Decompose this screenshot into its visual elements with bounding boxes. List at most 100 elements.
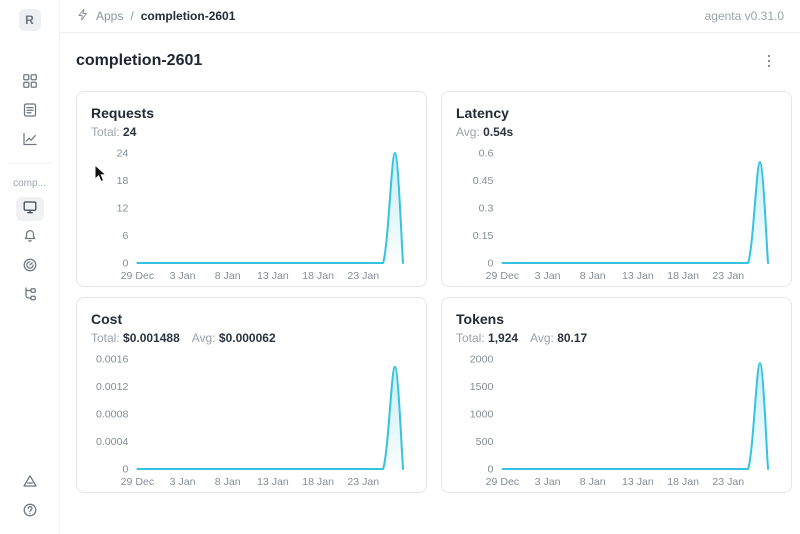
svg-text:0.0016: 0.0016 <box>96 354 129 366</box>
svg-text:18 Jan: 18 Jan <box>302 270 334 282</box>
card-title: Cost <box>91 311 123 327</box>
stat-label: Total: <box>456 331 485 345</box>
cost-card: Cost Total: $0.001488 Avg: $0.000062 0 0.0… <box>76 297 427 493</box>
trend-chart-icon <box>22 131 38 152</box>
sidebar-item-traces[interactable] <box>16 284 44 308</box>
cost-line-chart[interactable]: 0 0.0004 0.0008 0.0012 0.0016 29 Dec 3 Jan 8 Ja… <box>91 349 412 493</box>
breadcrumb-separator: / <box>130 9 134 23</box>
breadcrumb-apps-link[interactable]: Apps <box>96 9 124 23</box>
svg-text:23 Jan: 23 Jan <box>712 476 744 488</box>
card-title: Latency <box>456 105 509 121</box>
svg-text:6: 6 <box>122 230 128 242</box>
svg-text:13 Jan: 13 Jan <box>257 476 289 488</box>
tokens-card: Tokens Total: 1,924 Avg: 80.17 0 500 1000 15… <box>441 297 792 493</box>
monitor-icon <box>22 199 38 220</box>
svg-text:1500: 1500 <box>470 381 494 393</box>
sidebar-app-group <box>15 197 44 308</box>
svg-text:8 Jan: 8 Jan <box>580 476 606 488</box>
svg-text:0: 0 <box>487 464 493 476</box>
top-bar: Apps / completion-2601 agenta v0.31.0 <box>60 0 800 33</box>
sidebar-item-playground[interactable] <box>16 226 44 250</box>
svg-text:18: 18 <box>117 175 129 187</box>
stat-value: 1,924 <box>488 331 519 345</box>
card-stats: Total: 24 <box>91 124 412 141</box>
bell-icon <box>22 228 38 249</box>
svg-text:29 Dec: 29 Dec <box>486 476 520 488</box>
card-title: Requests <box>91 105 155 121</box>
grid-icon <box>22 73 38 94</box>
svg-text:2000: 2000 <box>470 354 494 366</box>
svg-text:13 Jan: 13 Jan <box>622 476 654 488</box>
sidebar-item-overview[interactable] <box>15 197 44 221</box>
latency-line-chart[interactable]: 0 0.15 0.3 0.45 0.6 29 Dec 3 Jan 8 Jan 13 Jan 18 … <box>456 143 777 287</box>
svg-text:0.0008: 0.0008 <box>96 409 129 421</box>
svg-text:0: 0 <box>122 464 128 476</box>
svg-text:12: 12 <box>117 203 129 215</box>
stat-label: Total: <box>91 125 120 139</box>
stat-value: $0.000062 <box>218 331 276 345</box>
sidebar-bottom-group <box>16 471 44 524</box>
sidebar-item-alerts[interactable] <box>16 471 44 495</box>
content-area: completion-2601 Requests Total: 24 0 6 12 1… <box>60 33 800 534</box>
svg-text:0: 0 <box>122 258 128 270</box>
agenta-logo-icon <box>76 8 89 24</box>
svg-text:0.15: 0.15 <box>473 230 494 242</box>
metric-cards-grid: Requests Total: 24 0 6 12 18 24 29 Dec 3 Jan 8 … <box>76 91 792 493</box>
svg-text:0.3: 0.3 <box>479 203 494 215</box>
kebab-menu-icon[interactable] <box>762 51 777 72</box>
svg-text:23 Jan: 23 Jan <box>712 270 744 282</box>
svg-text:18 Jan: 18 Jan <box>667 476 699 488</box>
stat-label: Avg: <box>530 331 554 345</box>
svg-text:24: 24 <box>117 148 129 160</box>
card-title: Tokens <box>456 311 504 327</box>
svg-text:3 Jan: 3 Jan <box>170 476 196 488</box>
svg-text:23 Jan: 23 Jan <box>347 476 379 488</box>
card-stats: Total: 1,924 Avg: 80.17 <box>456 330 777 347</box>
stat-value: 0.54s <box>483 125 514 139</box>
tree-icon <box>22 286 38 307</box>
sidebar-item-apps[interactable] <box>16 71 44 95</box>
svg-text:0.0004: 0.0004 <box>96 436 129 448</box>
breadcrumb: Apps / completion-2601 <box>76 8 235 24</box>
page-title: completion-2601 <box>76 52 203 69</box>
triangle-icon <box>22 473 38 494</box>
card-stats: Avg: 0.54s <box>456 124 777 141</box>
svg-text:18 Jan: 18 Jan <box>667 270 699 282</box>
svg-text:18 Jan: 18 Jan <box>302 476 334 488</box>
stat-value: 24 <box>123 125 137 139</box>
main-column: Apps / completion-2601 agenta v0.31.0 co… <box>60 0 800 534</box>
sidebar-item-observability[interactable] <box>16 255 44 279</box>
requests-card: Requests Total: 24 0 6 12 18 24 29 Dec 3 Jan 8 … <box>76 91 427 287</box>
workspace-avatar[interactable]: R <box>18 9 41 31</box>
question-icon <box>22 502 38 523</box>
sidebar-item-help[interactable] <box>16 500 44 524</box>
sidebar: R comp... <box>0 0 60 534</box>
svg-text:3 Jan: 3 Jan <box>535 476 561 488</box>
svg-text:0.0012: 0.0012 <box>96 381 129 393</box>
svg-text:8 Jan: 8 Jan <box>580 270 606 282</box>
card-stats: Total: $0.001488 Avg: $0.000062 <box>91 330 412 347</box>
svg-text:500: 500 <box>476 436 494 448</box>
svg-text:8 Jan: 8 Jan <box>215 476 241 488</box>
stat-value: 80.17 <box>557 331 588 345</box>
gauge-icon <box>22 257 38 278</box>
stat-label: Avg: <box>456 125 480 139</box>
svg-text:13 Jan: 13 Jan <box>622 270 654 282</box>
stat-label: Avg: <box>191 331 216 345</box>
svg-text:29 Dec: 29 Dec <box>121 476 155 488</box>
svg-text:0: 0 <box>487 258 493 270</box>
svg-text:29 Dec: 29 Dec <box>486 270 520 282</box>
sidebar-item-evaluations[interactable] <box>16 129 44 153</box>
svg-text:13 Jan: 13 Jan <box>257 270 289 282</box>
svg-text:8 Jan: 8 Jan <box>215 270 241 282</box>
sidebar-item-test-sets[interactable] <box>16 100 44 124</box>
svg-text:0.6: 0.6 <box>479 148 494 160</box>
sidebar-divider <box>7 163 52 164</box>
tokens-line-chart[interactable]: 0 500 1000 1500 2000 29 Dec 3 Jan 8 Jan 13 Jan 18… <box>456 349 777 493</box>
requests-line-chart[interactable]: 0 6 12 18 24 29 Dec 3 Jan 8 Jan 13 Jan 18 Jan 23 J… <box>91 143 412 287</box>
svg-text:3 Jan: 3 Jan <box>170 270 196 282</box>
stat-value: $0.001488 <box>123 331 180 345</box>
breadcrumb-current: completion-2601 <box>140 9 236 23</box>
svg-text:29 Dec: 29 Dec <box>121 270 155 282</box>
